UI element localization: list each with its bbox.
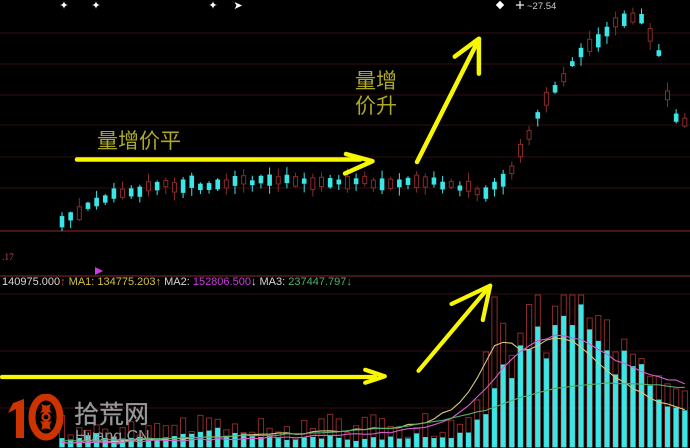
svg-text:量增价平: 量增价平	[97, 129, 181, 153]
svg-text:量增: 量增	[355, 69, 397, 93]
svg-text:~27.54: ~27.54	[527, 1, 556, 12]
svg-text:➤: ➤	[233, 0, 242, 12]
svg-text:140975.000↑ MA1: 134775.203↑: 140975.000↑ MA1: 134775.203↑ MA2: 152806…	[2, 276, 352, 288]
svg-text:拾荒网: 拾荒网	[74, 401, 149, 429]
svg-text:Huang.CN: Huang.CN	[75, 428, 150, 445]
svg-text:.17: .17	[2, 253, 14, 263]
svg-text:价升: 价升	[355, 94, 397, 118]
svg-text:✦: ✦	[91, 0, 100, 12]
svg-text:✦: ✦	[59, 0, 68, 12]
svg-text:✦: ✦	[208, 0, 217, 12]
